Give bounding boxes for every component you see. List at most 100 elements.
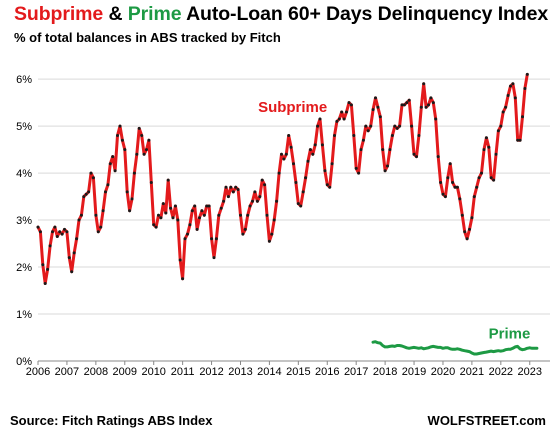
subprime-point: [357, 171, 361, 175]
subprime-point: [333, 134, 336, 137]
subprime-point: [342, 117, 346, 121]
chart-subtitle: % of total balances in ABS tracked by Fi…: [14, 30, 281, 45]
subprime-point: [96, 230, 100, 234]
subprime-point: [364, 124, 368, 128]
subprime-point: [349, 103, 353, 107]
subprime-point: [424, 105, 428, 109]
subprime-point: [337, 117, 341, 121]
subprime-point: [51, 230, 54, 234]
x-tick-label: 2017: [344, 366, 368, 378]
brand-watermark: WOLFSTREET.com: [427, 413, 546, 428]
subprime-point: [376, 105, 380, 109]
subprime-point: [55, 235, 59, 238]
x-tick-label: 2008: [84, 366, 108, 378]
subprime-point: [145, 148, 148, 152]
subprime-point: [67, 256, 71, 260]
subprime-point: [277, 171, 281, 175]
subprime-point: [224, 185, 228, 189]
delinquency-line-chart: 0%1%2%3%4%5%6% 2006 2007 2008 2009 2010 2011 2…: [16, 72, 550, 378]
subprime-point: [496, 129, 500, 133]
prime-series-label: Prime: [489, 325, 531, 342]
subprime-point: [521, 115, 524, 119]
subprime-point: [513, 96, 517, 100]
y-tick-label: 1%: [16, 309, 32, 321]
subprime-point: [448, 162, 452, 166]
subprime-point: [446, 176, 450, 180]
subprime-point: [193, 204, 197, 208]
subprime-point: [195, 227, 199, 231]
subprime-point: [147, 138, 151, 142]
subprime-point: [82, 195, 86, 199]
subprime-point: [210, 237, 214, 241]
subprime-point: [236, 188, 240, 191]
subprime-point: [43, 282, 47, 285]
subprime-point: [287, 134, 291, 137]
subprime-point: [366, 129, 370, 133]
subprime-point: [482, 148, 486, 152]
subprime-point: [282, 157, 286, 161]
subprime-point: [181, 277, 185, 281]
subprime-point: [511, 82, 515, 86]
title-prime: Prime: [127, 3, 182, 25]
y-tick-label: 6%: [16, 74, 32, 86]
subprime-point: [412, 152, 416, 156]
subprime-point: [58, 230, 62, 234]
subprime-point: [400, 103, 404, 107]
subprime-point: [417, 134, 421, 137]
subprime-point: [489, 176, 493, 180]
subprime-point: [214, 237, 218, 241]
x-tick-label: 2014: [257, 366, 281, 378]
subprime-point: [265, 213, 269, 217]
x-tick-label: 2011: [171, 366, 195, 378]
subprime-point: [275, 199, 279, 203]
subprime-point: [518, 138, 522, 142]
subprime-point: [509, 84, 512, 88]
subprime-point: [219, 206, 223, 210]
subprime-point: [347, 101, 351, 105]
subprime-point: [429, 96, 433, 100]
x-tick-label: 2013: [228, 366, 252, 378]
subprime-point: [316, 124, 320, 128]
subprime-point: [200, 209, 204, 213]
subprime-point: [453, 185, 457, 189]
subprime-point: [345, 110, 348, 114]
subprime-point: [63, 227, 66, 231]
subprime-point: [205, 204, 209, 208]
y-tick-label: 0%: [16, 356, 32, 368]
x-tick-label: 2018: [373, 366, 397, 378]
subprime-point: [48, 244, 52, 248]
data-points: [36, 72, 529, 285]
x-tick-label: 2021: [460, 366, 484, 378]
subprime-point: [255, 199, 259, 203]
subprime-point: [176, 218, 180, 222]
title-subprime: Subprime: [14, 3, 104, 25]
subprime-point: [439, 181, 443, 184]
subprime-point: [320, 143, 324, 147]
subprime-point: [284, 152, 288, 156]
subprime-point: [178, 258, 182, 262]
x-tick-label: 2006: [26, 366, 50, 378]
subprime-point: [395, 126, 399, 130]
subprime-point: [386, 164, 389, 168]
subprime-point: [381, 148, 385, 152]
subprime-point: [361, 138, 365, 142]
subprime-point: [123, 148, 127, 152]
x-tick-label: 2020: [431, 366, 455, 378]
subprime-point: [46, 267, 50, 271]
subprime-point: [161, 202, 165, 206]
source-note: Source: Fitch Ratings ABS Index: [10, 413, 213, 428]
subprime-point: [207, 204, 211, 208]
subprime-point: [340, 110, 344, 114]
subprime-point: [135, 152, 139, 156]
subprime-point: [166, 178, 170, 182]
subprime-point: [359, 148, 363, 152]
subprime-point: [313, 143, 317, 147]
subprime-point: [289, 145, 293, 149]
subprime-point: [523, 87, 527, 90]
subprime-point: [239, 213, 242, 217]
subprime-point: [132, 171, 136, 175]
subprime-point: [431, 101, 435, 105]
subprime-point: [436, 155, 440, 159]
subprime-point: [149, 181, 153, 184]
subprime-point: [499, 124, 503, 128]
